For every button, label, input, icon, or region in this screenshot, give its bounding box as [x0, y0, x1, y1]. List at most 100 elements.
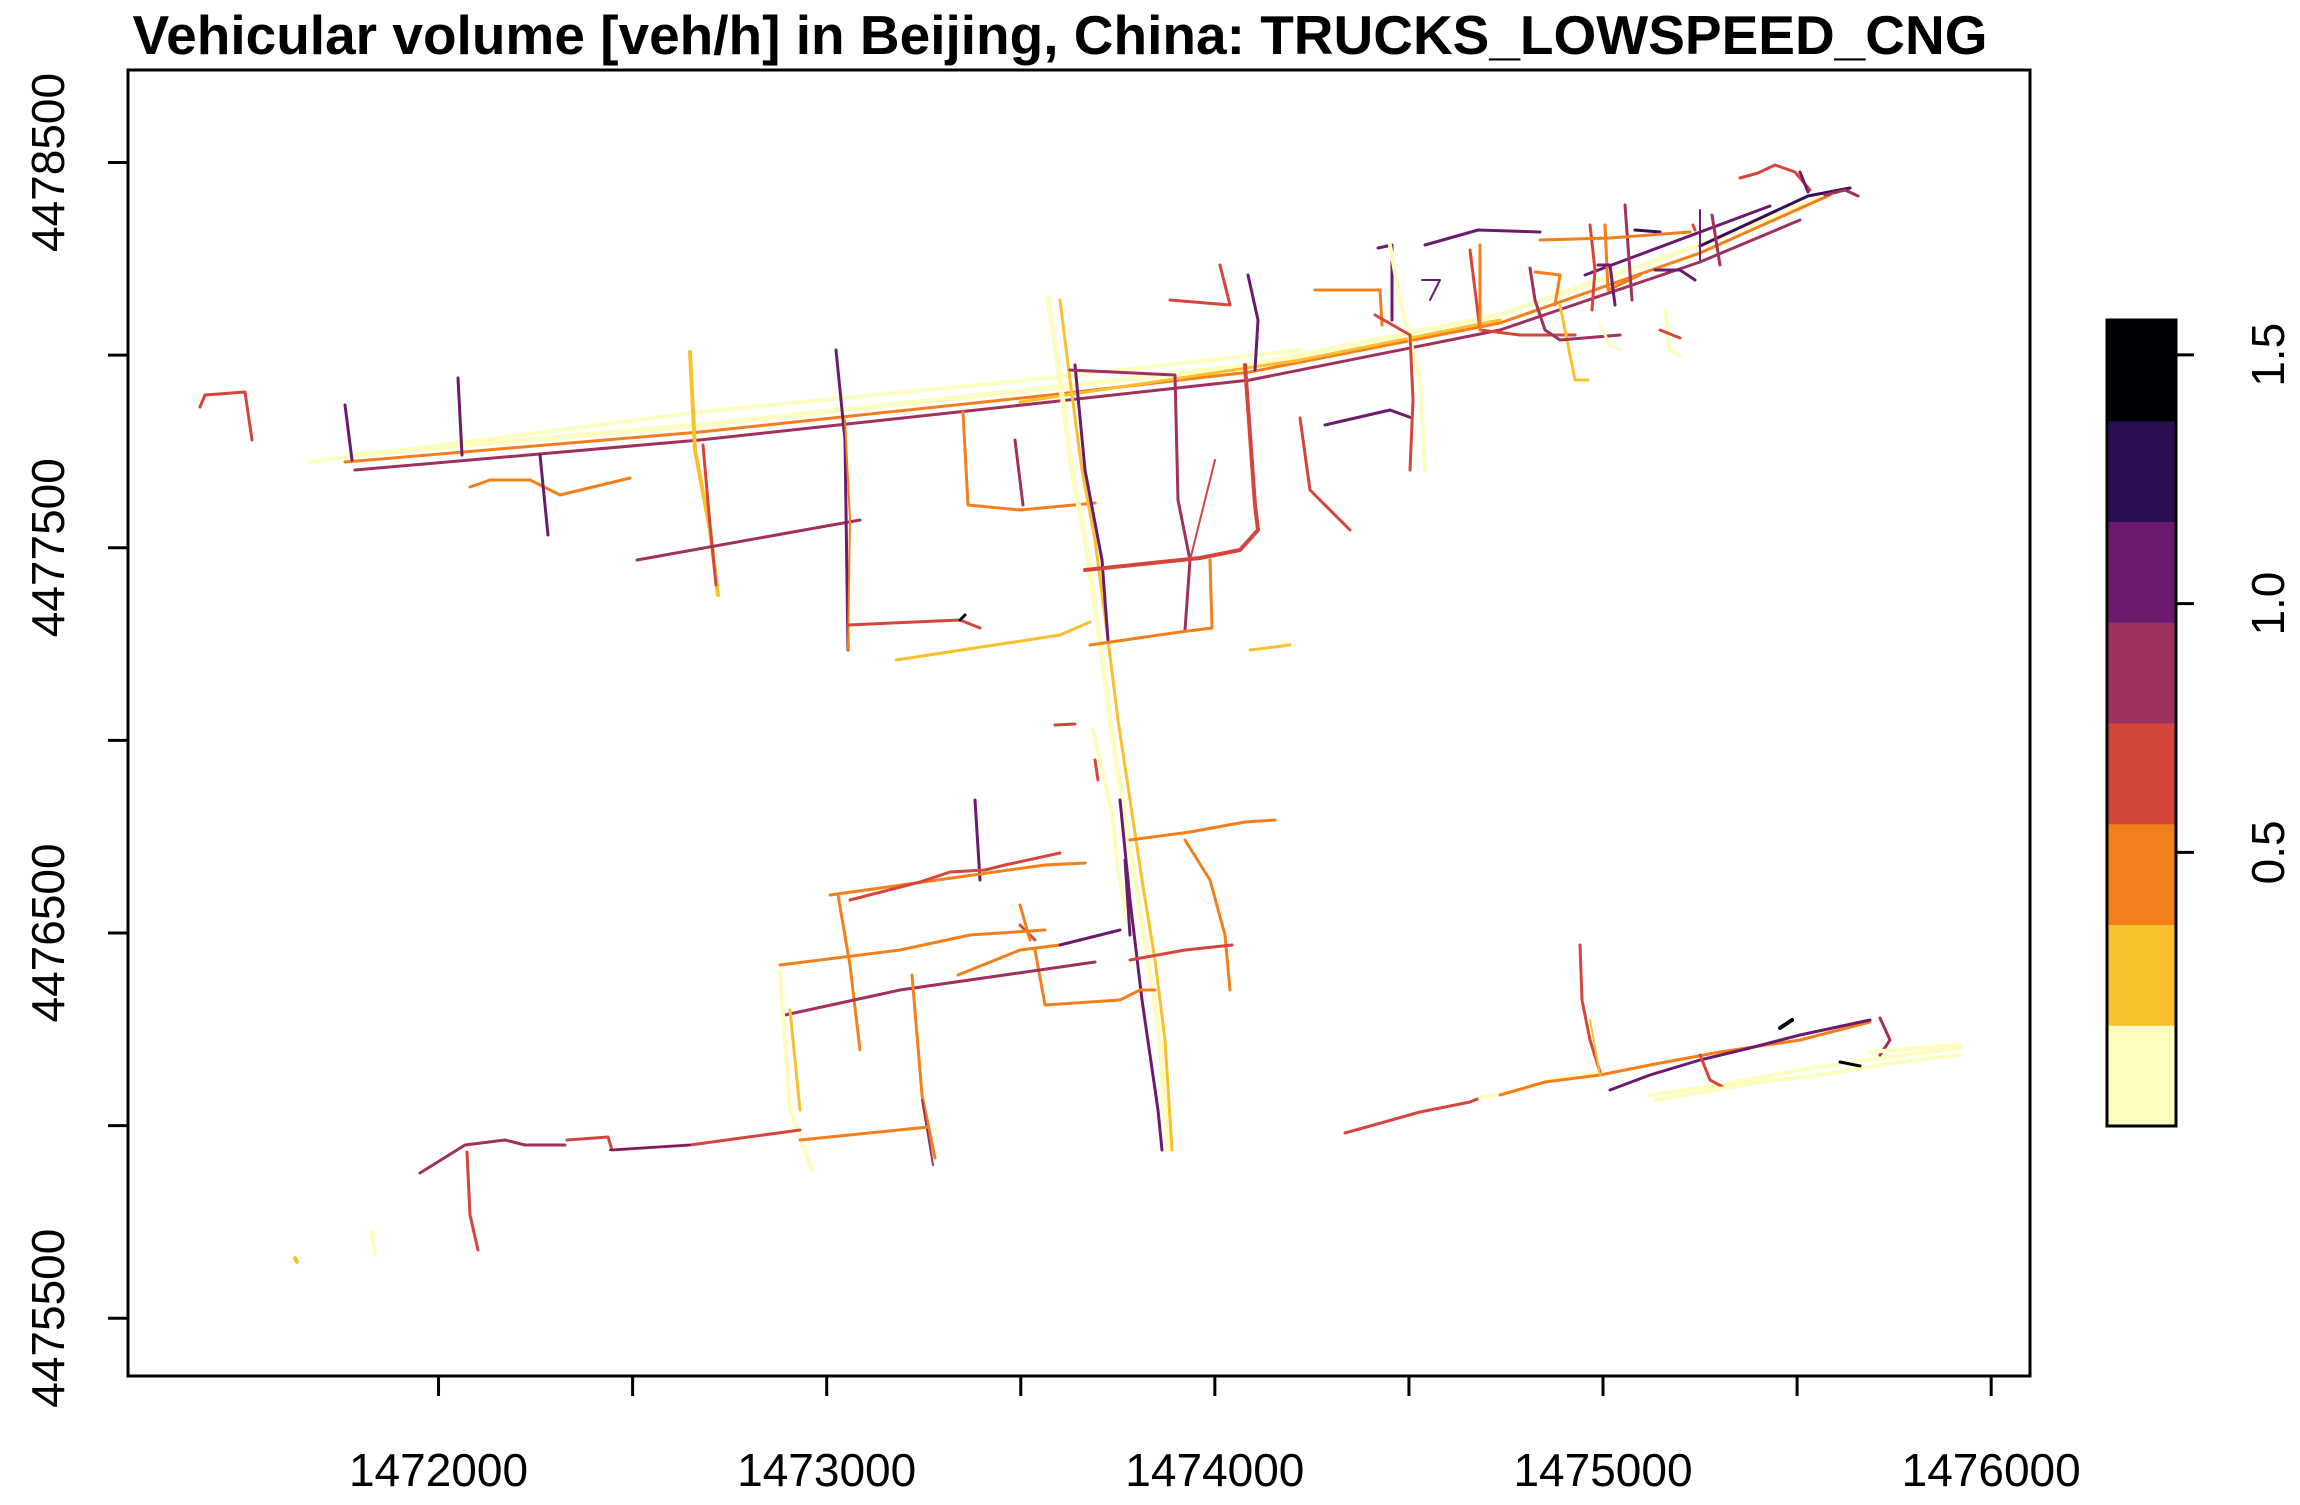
road-segment [1189, 459, 1216, 561]
road-segment [1343, 1096, 1482, 1135]
road-segment [1093, 758, 1100, 782]
road-segment [1128, 943, 1234, 962]
road-segment [1589, 1019, 1601, 1076]
legend-ticks: 0.5 1.0 1.5 [2176, 323, 2294, 884]
x-axis: 1472000 1473000 1474000 1475000 1476000 [349, 1374, 2081, 1496]
road-segment [1698, 186, 1852, 248]
road-segment [1088, 558, 1214, 647]
road-segment [1778, 1018, 1794, 1030]
legend-bin [2107, 521, 2176, 623]
road-segment [1578, 943, 1602, 1074]
road-segment [1388, 243, 1427, 472]
road-segment [958, 613, 967, 622]
road-segment [1868, 1043, 1962, 1054]
road-segment [834, 348, 850, 652]
road-segment [1633, 228, 1662, 234]
road-segment [1248, 643, 1292, 652]
road-segment [465, 1150, 480, 1252]
road-segment [1823, 188, 1860, 198]
road-segment [1298, 416, 1352, 532]
road-segment [1423, 228, 1542, 247]
legend-tick-label: 1.0 [2242, 572, 2294, 636]
road-segment [1246, 273, 1260, 372]
road-segment [961, 410, 1097, 512]
road-segment [1018, 318, 1502, 404]
road-segment [1663, 308, 1682, 357]
road-segment [1838, 1060, 1862, 1068]
road-segment [1608, 1018, 1872, 1092]
road-segment [1598, 323, 1622, 352]
road-segment [1323, 408, 1414, 427]
legend-color-bins [2107, 320, 2176, 1127]
road-segment [353, 218, 1802, 472]
road-segment [1658, 328, 1682, 340]
road-segment [1073, 363, 1110, 642]
road-segment [1583, 204, 1772, 277]
road-segment [778, 970, 814, 1172]
legend-bin [2107, 622, 2176, 724]
road-segment [343, 193, 1832, 464]
road-segment [1498, 1020, 1872, 1097]
road-segment [609, 1144, 691, 1151]
road-segment [973, 798, 982, 882]
road-segment [468, 476, 632, 497]
x-tick-label: 1476000 [1902, 1444, 2081, 1496]
x-tick-label: 1473000 [737, 1444, 916, 1496]
road-segment [848, 851, 1062, 902]
road-segment [1083, 363, 1260, 572]
road-segment [1068, 368, 1192, 632]
road-segment [565, 1128, 802, 1152]
legend-tick-label: 1.5 [2242, 323, 2294, 387]
road-network [198, 163, 1962, 1264]
road-segment [1623, 203, 1634, 302]
legend-bin [2107, 1025, 2176, 1127]
road-segment [1698, 1053, 1727, 1090]
map-title: Vehicular volume [veh/h] in Beijing, Chi… [132, 4, 1988, 66]
road-segment [1710, 213, 1722, 267]
road-segment [1468, 248, 1577, 337]
y-tick-label: 4475500 [22, 1229, 74, 1408]
road-segment [910, 973, 937, 1160]
x-tick-label: 1472000 [349, 1444, 528, 1496]
road-segment [836, 893, 862, 1052]
road-segment [1183, 838, 1232, 992]
road-segment [1653, 268, 1697, 282]
road-segment [635, 518, 862, 562]
road-segment [1013, 438, 1025, 507]
road-segment [1533, 270, 1562, 307]
legend-bin [2107, 420, 2176, 522]
road-segment [1168, 263, 1232, 307]
road-segment [1058, 928, 1122, 947]
road-segment [1058, 298, 1174, 1152]
road-segment [1018, 903, 1032, 942]
road-segment [1691, 223, 1697, 232]
road-segment [538, 453, 550, 537]
road-segment [1421, 279, 1441, 301]
road-segment [418, 1138, 567, 1175]
road-segment [1313, 288, 1384, 327]
road-segment [456, 376, 464, 457]
road-segment [1053, 722, 1077, 727]
road-segment [1033, 948, 1157, 1007]
y-tick-label: 4477500 [22, 458, 74, 637]
road-segment [1798, 170, 1810, 194]
road-segment [1558, 303, 1590, 382]
road-segment [788, 1008, 802, 1112]
plot-frame [126, 68, 2032, 1378]
legend-frame [2105, 318, 2178, 1128]
road-segment [894, 620, 1092, 662]
legend-bin [2107, 823, 2176, 925]
road-segment [844, 419, 851, 651]
x-tick-label: 1474000 [1125, 1444, 1304, 1496]
road-segment [1123, 858, 1132, 937]
road-segment [1373, 313, 1415, 472]
road-segment [783, 960, 1097, 1017]
road-segment [1648, 1046, 1962, 1097]
legend-bin [2107, 723, 2176, 825]
y-tick-label: 4478500 [22, 73, 74, 252]
road-segment [956, 943, 1062, 977]
road-segment [1045, 295, 1171, 1153]
road-segment [1091, 728, 1132, 934]
road-segment [370, 1230, 377, 1257]
legend-tick-label: 0.5 [2242, 820, 2294, 884]
